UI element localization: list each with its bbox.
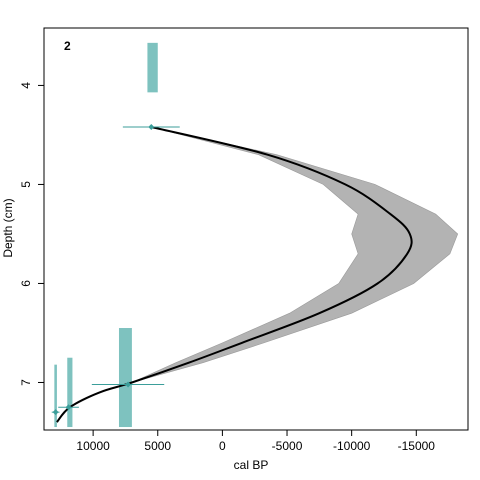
x-tick-label-6: -15000 bbox=[398, 439, 436, 453]
panel-label: 2 bbox=[64, 39, 71, 53]
uncertainty-band bbox=[56, 126, 459, 423]
y-tick-label-4: 7 bbox=[19, 379, 33, 386]
plot-content bbox=[51, 42, 459, 428]
date-bar-4 bbox=[54, 364, 57, 428]
x-axis-label: cal BP bbox=[234, 458, 269, 472]
date-point-2 bbox=[125, 381, 132, 388]
date-bar-2 bbox=[118, 328, 132, 428]
x-tick-label-5: -10000 bbox=[333, 439, 371, 453]
date-point-3 bbox=[65, 404, 72, 411]
x-tick-label-3: 0 bbox=[219, 439, 226, 453]
y-tick-label-2: 5 bbox=[19, 181, 33, 188]
x-tick-label-4: -5000 bbox=[272, 439, 303, 453]
age-model-line bbox=[56, 126, 413, 423]
date-bar-3 bbox=[67, 357, 73, 428]
plot-frame bbox=[43, 27, 469, 431]
date-bar-1 bbox=[147, 42, 158, 93]
x-axis: 10000 5000 0 -5000 -10000 -15000 bbox=[76, 430, 435, 453]
x-tick-label-2: 5000 bbox=[144, 439, 171, 453]
date-point-4 bbox=[52, 409, 59, 416]
y-axis: 4 5 6 7 bbox=[19, 82, 44, 386]
date-point-1 bbox=[148, 124, 155, 131]
y-axis-label: Depth (cm) bbox=[1, 198, 15, 257]
x-tick-label-1: 10000 bbox=[76, 439, 110, 453]
y-tick-label-1: 4 bbox=[19, 82, 33, 89]
y-tick-label-3: 6 bbox=[19, 280, 33, 287]
